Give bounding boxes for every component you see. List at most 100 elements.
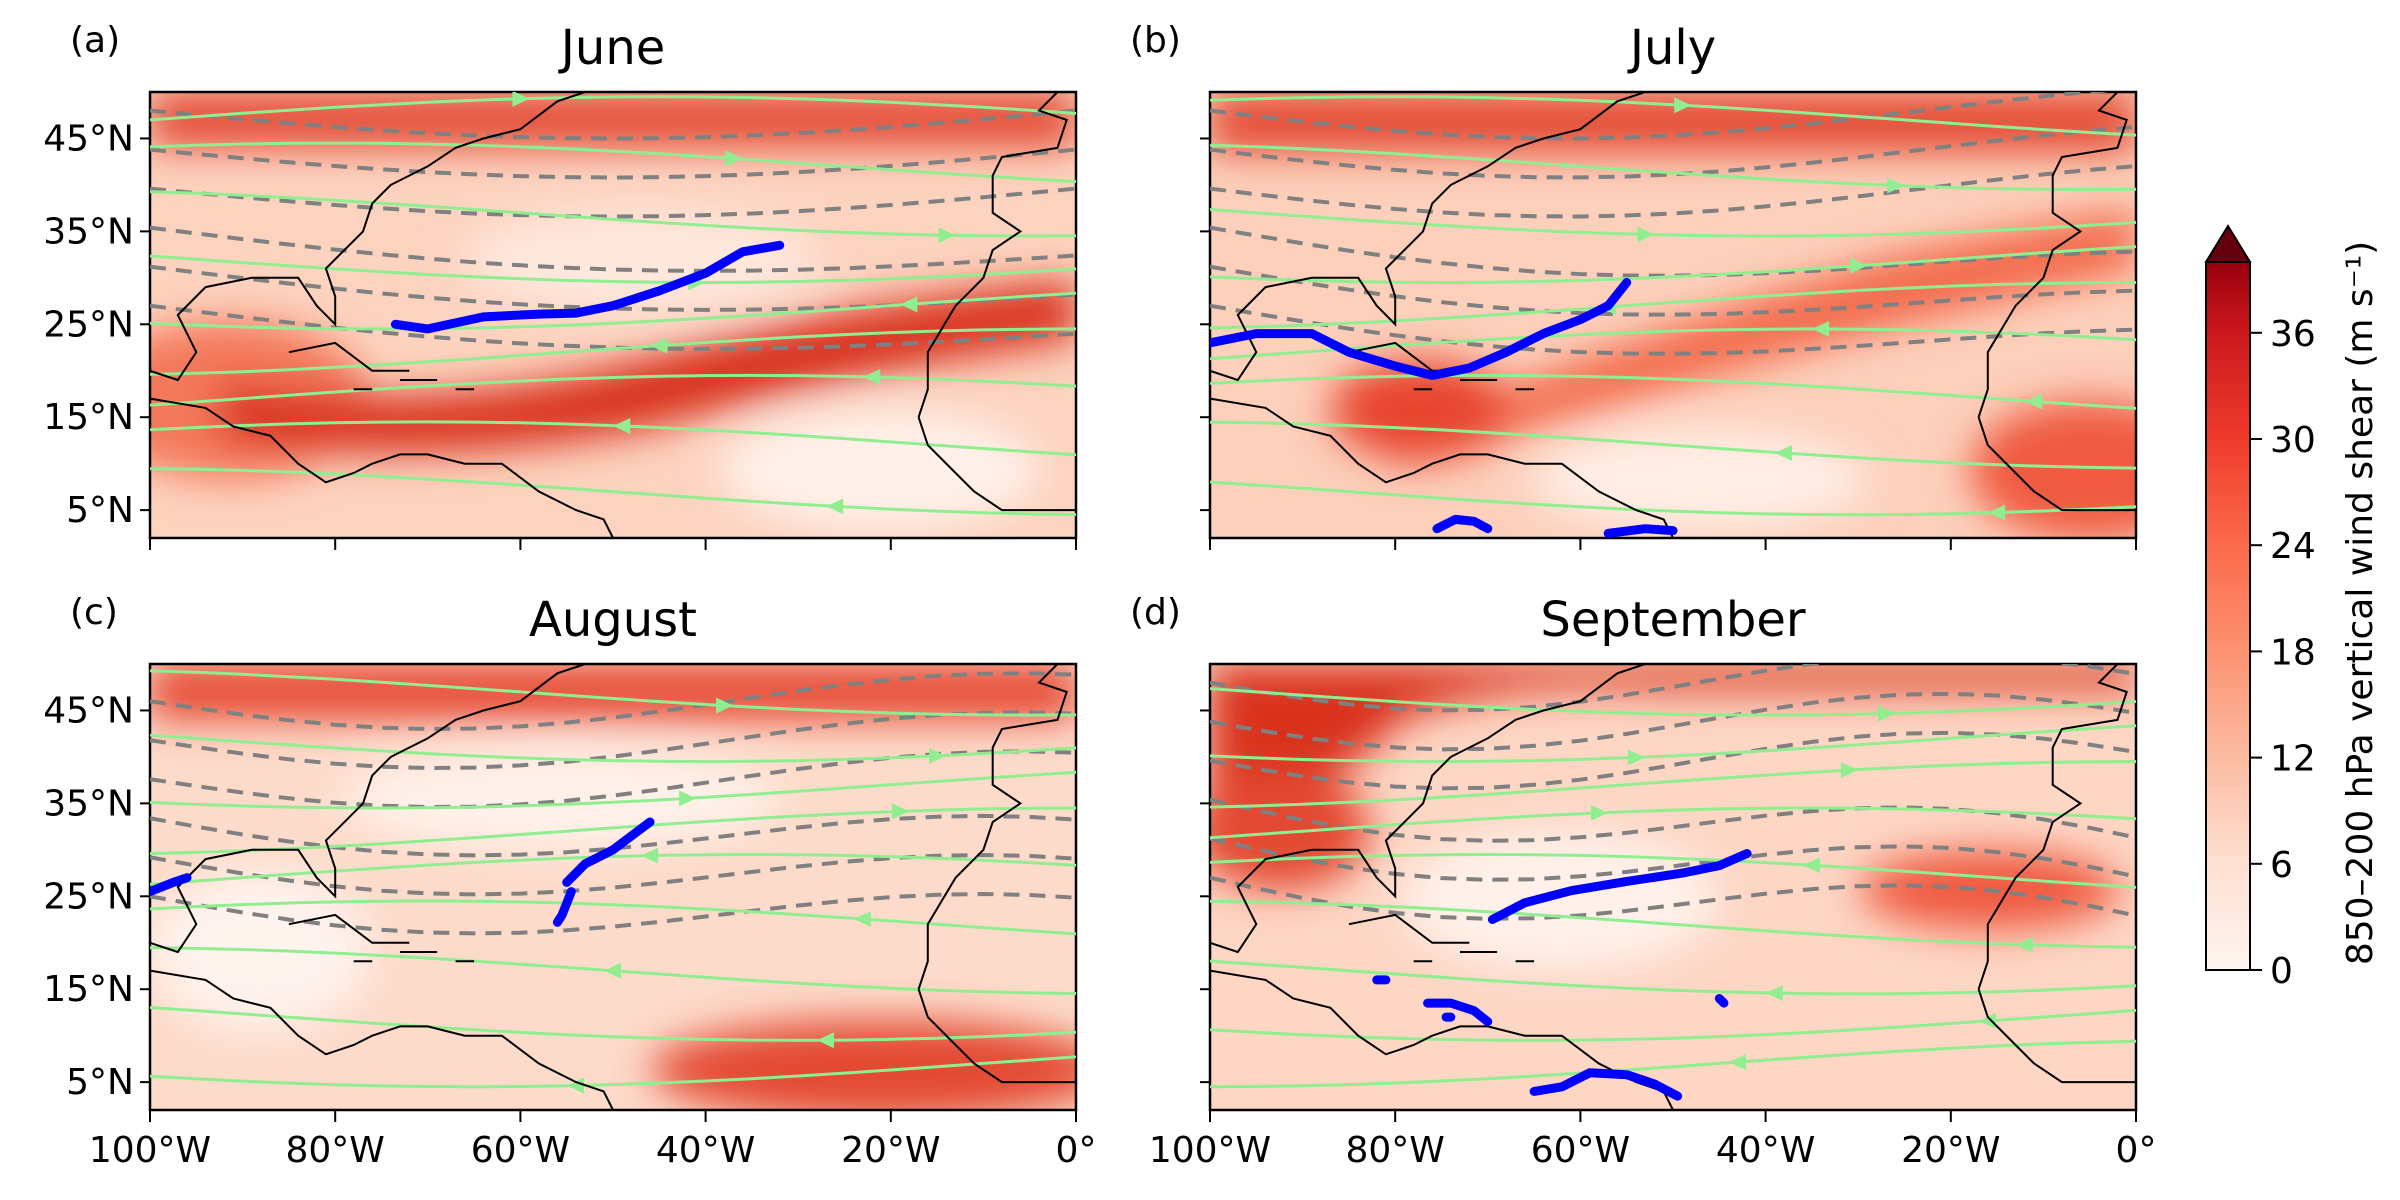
colorbar-tick-label: 12 — [2270, 739, 2316, 780]
streamline-arrow — [929, 747, 947, 764]
colorbar-gradient — [2205, 261, 2251, 971]
ridge-lines — [150, 817, 655, 927]
streamline-arrow — [725, 150, 743, 167]
axes: 45°N 35°N 25°N 15°N 5°N 45°N 35°N 25°N 15°N 5°N 10… — [43, 118, 2156, 1171]
colorbar-tick-label: 24 — [2270, 526, 2316, 567]
streamline — [150, 770, 1076, 810]
colorbar-tick-label: 36 — [2270, 314, 2316, 355]
streamline — [150, 669, 1076, 717]
panel-overlay — [150, 664, 1076, 1110]
colorbar-ticks: 0 6 12 18 24 30 36 — [2250, 314, 2316, 992]
map-area — [1210, 92, 2136, 538]
y-tick-label: 25°N — [43, 876, 134, 917]
panel-title: June — [558, 20, 666, 76]
streamlines — [1210, 687, 2136, 1089]
ridge-line — [1423, 998, 1493, 1027]
streamline — [150, 327, 1076, 376]
coastline — [917, 664, 1068, 990]
contour-line — [150, 852, 1076, 897]
coastline — [1977, 92, 2128, 418]
ridge-lines — [1210, 278, 1678, 538]
streamline-arrow — [716, 697, 734, 714]
panel-june: (a) June — [70, 20, 1078, 540]
streamline-arrow — [1590, 804, 1608, 821]
coastline — [288, 341, 410, 372]
contour-line — [1210, 691, 2136, 752]
streamline — [1210, 327, 2136, 361]
y-tick-label: 15°N — [43, 969, 134, 1010]
contour-line — [1210, 664, 2136, 713]
streamline — [1210, 899, 2136, 949]
streamline — [1210, 373, 2136, 410]
x-tick-label: 20°W — [841, 1130, 940, 1171]
streamline-arrow — [1988, 504, 2006, 521]
streamline-arrow — [863, 369, 881, 386]
map-area — [150, 664, 1076, 1110]
streamlines — [150, 92, 1076, 516]
streamline — [1210, 687, 2136, 717]
streamline-arrow — [1765, 985, 1783, 1002]
panel-overlay — [1210, 92, 2136, 538]
contour-line — [1210, 797, 2136, 843]
y-tick-label: 5°N — [66, 490, 134, 531]
ridge-line — [552, 887, 576, 927]
contour-lines — [1210, 92, 2136, 356]
x-tick-label: 40°W — [656, 1130, 755, 1171]
panel-title: August — [529, 592, 697, 648]
colorbar-tick-label: 18 — [2270, 632, 2316, 673]
coastline — [1210, 664, 1646, 954]
coastline — [1210, 397, 1674, 538]
panel-title: September — [1540, 592, 1806, 648]
streamline-arrow — [1812, 320, 1830, 337]
coastline — [288, 913, 410, 944]
streamline — [150, 373, 1076, 407]
x-tick-label: 100°W — [1149, 1130, 1271, 1171]
contour-lines — [1210, 664, 2136, 921]
contour-line — [1210, 875, 2136, 921]
streamline-arrow — [679, 790, 697, 807]
x-tick-label: 80°W — [1345, 1130, 1444, 1171]
streamline — [150, 291, 1076, 331]
streamline-arrow — [1840, 762, 1858, 779]
colorbar-tick-label: 30 — [2270, 420, 2316, 461]
streamline — [150, 420, 1076, 457]
streamline — [150, 467, 1076, 516]
streamline — [1210, 1039, 2136, 1089]
ridge-line — [1487, 849, 1752, 924]
ridge-line — [1603, 524, 1678, 538]
ridge-lines — [1372, 849, 1752, 1101]
x-tick-label: 60°W — [1531, 1130, 1630, 1171]
coastline — [150, 969, 614, 1110]
map-area — [1210, 664, 2136, 1110]
x-tick-label: 100°W — [89, 1130, 211, 1171]
coastline — [1348, 913, 1470, 944]
streamline — [1210, 208, 2136, 238]
streamline-arrow — [854, 910, 872, 927]
streamline-arrow — [1802, 857, 1820, 874]
streamline — [150, 95, 1076, 122]
streamline — [1210, 480, 2136, 517]
ridge-line — [562, 817, 655, 887]
coastline — [917, 988, 1076, 1084]
streamline-arrow — [604, 962, 621, 979]
streamline — [1210, 724, 2136, 764]
streamline-arrow — [1775, 444, 1793, 461]
coastlines — [150, 92, 1076, 538]
streamline-arrow — [650, 337, 668, 354]
contour-line — [150, 813, 1076, 858]
streamline — [150, 254, 1076, 285]
streamline — [1210, 852, 2136, 889]
x-tick-label: 40°W — [1716, 1130, 1815, 1171]
streamline-arrow — [512, 92, 530, 107]
streamline-arrow — [938, 227, 956, 244]
panel-overlay — [150, 92, 1076, 538]
coastline — [1977, 664, 2128, 990]
contour-line — [1210, 264, 2136, 317]
ridge-line — [1210, 278, 1632, 380]
x-tick-label: 0° — [1056, 1130, 1097, 1171]
streamline-arrow — [1850, 257, 1868, 274]
streamline-arrow — [1637, 226, 1655, 243]
streamline — [1210, 959, 2136, 996]
colorbar: 0 6 12 18 24 30 36 850–200 hPa vertical wind s… — [2204, 224, 2381, 992]
coastline — [917, 416, 1076, 512]
